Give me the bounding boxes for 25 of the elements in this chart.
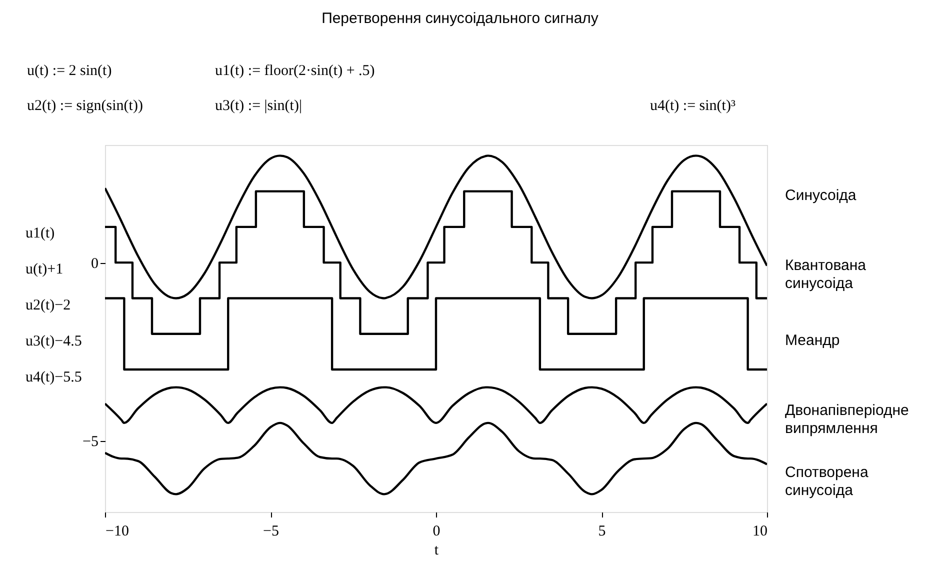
line-series [105, 386, 767, 424]
text: u(t) := 2 sin(t) [27, 63, 112, 79]
series-label: Квантована синусоіда [785, 257, 867, 292]
series-label: Меандр [785, 332, 840, 349]
text: u2(t)−2 [26, 298, 71, 314]
series-label: Спотворена синусоіда [785, 464, 869, 499]
x-tick-label: −10 [106, 524, 129, 540]
line-series [105, 154, 767, 300]
x-tick-label: −5 [263, 524, 279, 540]
x-tick-label: 10 [752, 524, 768, 540]
text: u1(t) [26, 226, 55, 242]
text: u3(t)−4.5 [26, 334, 82, 350]
text: u3(t) := |sin(t)| [215, 98, 302, 114]
text: u4(t)−5.5 [26, 370, 82, 386]
x-axis-title: t [434, 542, 440, 558]
chart-title: Перетворення синусоідального сигналу [322, 10, 599, 27]
text: u1(t) := floor(2·sin(t) + .5) [215, 63, 375, 79]
line-series [105, 422, 767, 496]
x-tick-label: 0 [432, 524, 440, 540]
text: u2(t) := sign(sin(t)) [27, 98, 143, 114]
series-label: Двонапівперіодне випрямлення [785, 402, 909, 437]
x-tick-label: 5 [598, 524, 606, 540]
text: u4(t) := sin(t)³ [650, 98, 736, 114]
text: Синусоіда [785, 187, 857, 204]
text: u(t)+1 [26, 262, 64, 278]
